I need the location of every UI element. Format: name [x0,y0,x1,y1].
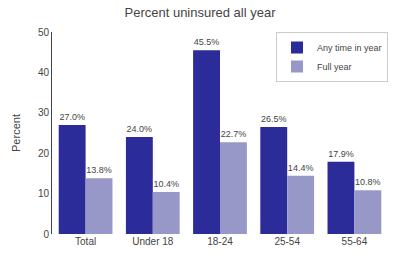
svg-text:20: 20 [38,148,50,159]
svg-text:45.5%: 45.5% [194,37,220,47]
svg-text:30: 30 [38,107,50,118]
svg-text:40: 40 [38,67,50,78]
svg-text:13.8%: 13.8% [86,165,112,175]
svg-text:55-64: 55-64 [342,236,368,247]
svg-text:0: 0 [43,229,49,240]
svg-text:Any time in year: Any time in year [317,43,382,53]
svg-text:24.0%: 24.0% [127,124,153,134]
svg-text:10.8%: 10.8% [355,177,381,187]
svg-text:Percent uninsured all year: Percent uninsured all year [124,5,276,20]
svg-text:25-54: 25-54 [274,236,300,247]
svg-text:50: 50 [38,27,50,38]
svg-text:18-24: 18-24 [207,236,233,247]
svg-text:10: 10 [38,188,50,199]
svg-text:26.5%: 26.5% [261,114,287,124]
svg-text:Full year: Full year [317,62,352,72]
svg-text:17.9%: 17.9% [328,149,354,159]
svg-text:Total: Total [75,236,96,247]
svg-text:22.7%: 22.7% [221,129,247,139]
svg-text:Percent: Percent [10,114,22,152]
svg-text:14.4%: 14.4% [288,163,314,173]
svg-text:Under 18: Under 18 [132,236,174,247]
svg-text:27.0%: 27.0% [59,112,85,122]
svg-text:10.4%: 10.4% [153,179,179,189]
